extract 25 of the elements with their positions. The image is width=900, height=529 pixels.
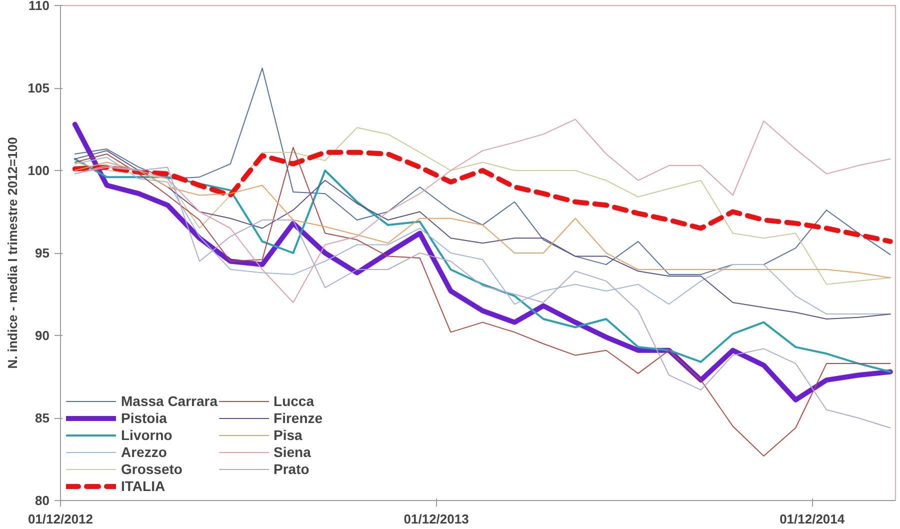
x-tick-label: 01/12/2013 xyxy=(404,512,469,526)
legend-label: Livorno xyxy=(121,427,172,443)
y-tick-label: 85 xyxy=(35,410,50,426)
legend-label: Pistoia xyxy=(121,410,167,426)
x-tick-label: 01/12/2014 xyxy=(780,512,846,526)
y-tick-label: 80 xyxy=(35,493,50,508)
x-tick-label: 01/12/2012 xyxy=(28,512,94,526)
line-series xyxy=(74,162,891,278)
y-tick-label: 100 xyxy=(28,163,50,178)
legend-label: Grosseto xyxy=(121,461,182,477)
legend-label: Prato xyxy=(274,461,310,477)
legend-label: Arezzo xyxy=(121,444,167,460)
y-tick-label: 110 xyxy=(28,0,50,13)
legend-label: ITALIA xyxy=(121,478,166,494)
y-axis-title: N. indice - media I trimestre 2012=100 xyxy=(4,137,20,369)
legend-label: Lucca xyxy=(274,393,314,409)
y-tick-label: 90 xyxy=(35,328,50,343)
legend-label: Firenze xyxy=(274,410,323,426)
legend-label: Massa Carrara xyxy=(121,393,218,409)
y-tick-label: 105 xyxy=(28,80,50,96)
legend-label: Pisa xyxy=(274,427,302,443)
line-series xyxy=(74,68,891,275)
y-tick-label: 95 xyxy=(35,246,50,260)
line-series xyxy=(74,158,892,373)
legend-label: Siena xyxy=(274,444,311,460)
